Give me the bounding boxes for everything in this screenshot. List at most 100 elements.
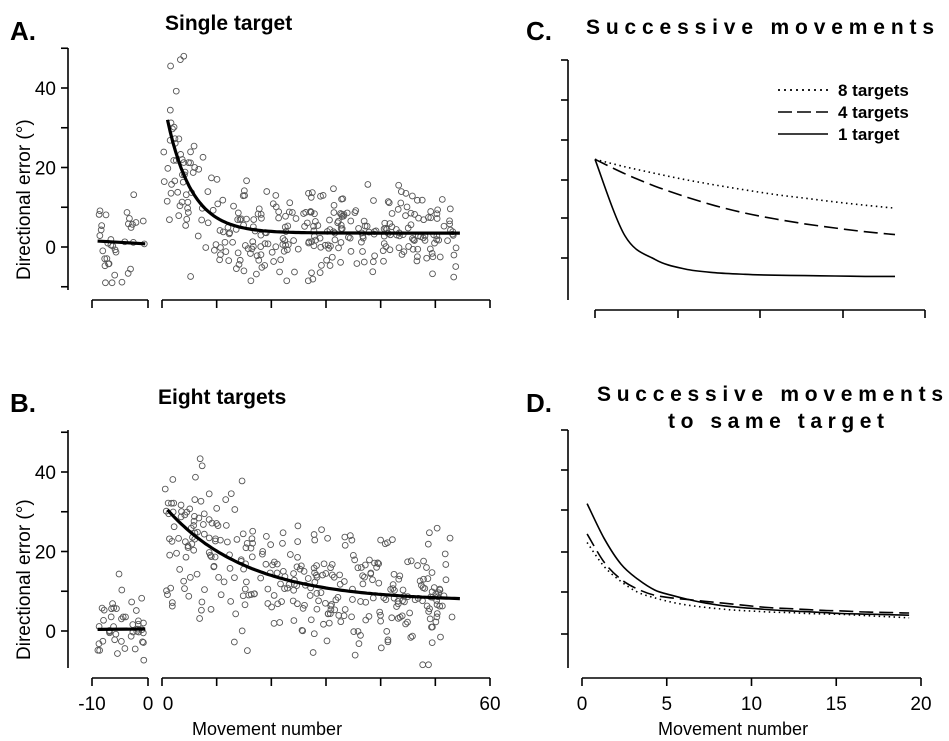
x-axis-label-right: Movement number <box>658 719 808 739</box>
data-point-b <box>175 535 182 542</box>
data-point-b <box>222 522 230 529</box>
data-point-b <box>362 598 370 606</box>
data-point-b <box>208 519 216 527</box>
data-point-b <box>377 536 384 544</box>
data-point-a <box>307 208 314 215</box>
data-point-a <box>243 177 250 185</box>
data-point-b <box>248 535 256 543</box>
data-point-b <box>210 562 218 570</box>
data-point-a <box>304 277 312 285</box>
data-point-b <box>327 564 334 572</box>
data-point-b <box>399 597 406 605</box>
data-point-a <box>411 210 418 218</box>
data-point-a <box>213 176 221 183</box>
data-point-a <box>243 215 250 223</box>
x-tick-label-d: 5 <box>661 694 672 715</box>
data-point-b <box>226 565 234 572</box>
data-point-a <box>326 216 333 224</box>
data-point-a <box>414 245 422 253</box>
data-point-b <box>199 521 207 528</box>
data-point-baseline-b <box>111 636 119 644</box>
data-point-b <box>322 570 330 577</box>
data-point-b <box>323 637 331 645</box>
data-point-b <box>294 522 302 530</box>
data-point-a <box>194 232 202 240</box>
data-point-a <box>414 253 421 261</box>
data-point-b <box>249 539 256 547</box>
data-point-b <box>188 540 196 548</box>
data-point-a <box>347 217 355 225</box>
data-point-b <box>176 566 184 573</box>
data-point-baseline-b <box>100 616 107 624</box>
data-point-b <box>362 616 370 624</box>
data-point-baseline-a <box>95 211 103 218</box>
data-point-a <box>414 196 421 204</box>
data-point-b <box>293 563 301 571</box>
data-point-a <box>452 263 460 270</box>
data-point-b <box>207 553 215 560</box>
data-point-a <box>282 212 289 220</box>
data-point-b <box>373 564 380 571</box>
data-point-b <box>170 499 178 507</box>
data-point-a <box>283 277 291 285</box>
data-point-a <box>328 253 336 261</box>
data-point-a <box>284 222 292 230</box>
data-point-b <box>271 558 278 566</box>
data-point-baseline-b <box>119 613 127 621</box>
data-point-a <box>277 256 285 264</box>
data-point-b <box>242 544 250 552</box>
data-point-b <box>366 556 373 564</box>
data-point-a <box>204 188 212 195</box>
data-point-b <box>365 613 373 620</box>
data-point-a <box>234 249 242 257</box>
data-point-b <box>317 589 325 596</box>
data-point-b <box>396 572 404 580</box>
data-point-b <box>328 571 336 579</box>
x-axis-label-left: Movement number <box>192 719 342 739</box>
data-point-b <box>161 485 169 493</box>
data-point-b <box>190 522 197 529</box>
data-point-a <box>253 270 260 278</box>
data-point-b <box>361 561 369 569</box>
data-point-b <box>320 620 327 628</box>
data-point-a <box>420 216 428 224</box>
data-point-b <box>205 549 213 556</box>
data-point-a <box>303 219 311 227</box>
data-point-a <box>249 238 257 246</box>
data-point-a <box>305 189 312 197</box>
data-point-b <box>326 610 334 617</box>
data-point-b <box>433 613 441 621</box>
data-point-baseline-a <box>105 260 112 268</box>
data-point-b <box>310 630 318 638</box>
data-point-a <box>323 256 330 264</box>
data-point-b <box>214 522 222 529</box>
data-point-a <box>402 190 410 197</box>
data-point-a <box>292 215 300 222</box>
panel-label-c: C. <box>526 16 552 46</box>
data-point-b <box>198 598 206 606</box>
data-point-a <box>388 210 396 217</box>
y-tick-label-b: 0 <box>45 622 56 643</box>
data-point-b <box>446 534 454 542</box>
data-point-a <box>198 216 206 224</box>
panel-title-d-line1: Successive movements <box>597 383 945 406</box>
data-point-a <box>163 197 171 205</box>
data-point-a <box>369 258 377 266</box>
data-point-baseline-a <box>102 279 109 287</box>
data-point-b <box>376 608 384 616</box>
data-point-a <box>234 216 242 223</box>
data-point-a <box>182 222 189 229</box>
data-point-a <box>275 214 282 222</box>
data-point-a <box>340 212 347 220</box>
data-point-b <box>328 561 336 568</box>
data-point-b <box>185 592 193 600</box>
data-point-b <box>369 576 376 584</box>
data-point-a <box>175 135 183 143</box>
data-point-a <box>263 188 271 195</box>
data-point-a <box>310 242 318 250</box>
data-point-baseline-b <box>127 632 135 640</box>
x-tick-label-d: 0 <box>577 694 588 715</box>
data-point-baseline-b <box>98 604 106 612</box>
data-point-b <box>442 576 450 584</box>
data-point-a <box>428 250 436 257</box>
